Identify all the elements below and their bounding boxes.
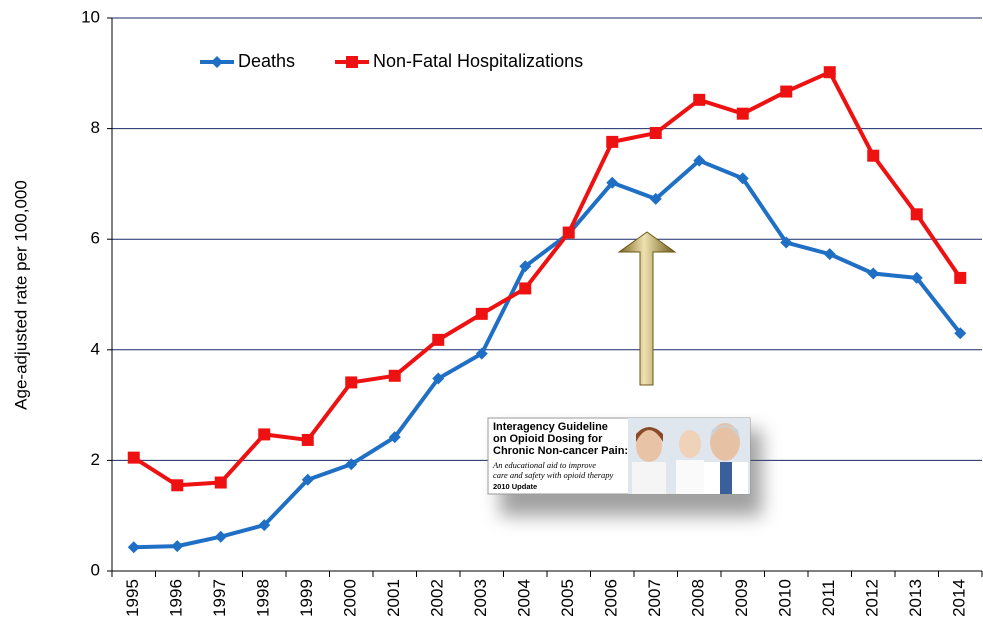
data-point [346, 56, 358, 68]
data-point [910, 271, 923, 284]
data-point [171, 479, 184, 492]
data-point [649, 127, 662, 140]
data-point [211, 56, 223, 68]
data-point [649, 192, 662, 205]
y-tick-label: 4 [91, 339, 100, 358]
data-point [345, 376, 358, 389]
x-tick-label: 2003 [471, 579, 490, 617]
data-point [127, 541, 140, 554]
data-point [823, 66, 836, 79]
inset-title: Chronic Non-cancer Pain: [493, 445, 628, 457]
data-point [345, 458, 358, 471]
inset-subtitle: An educational aid to improve [492, 460, 596, 470]
data-point [519, 260, 532, 273]
x-tick-label: 1999 [297, 579, 316, 617]
data-point [214, 476, 227, 489]
data-point [432, 372, 445, 385]
x-tick-label: 2011 [819, 580, 838, 617]
data-point [301, 473, 314, 486]
data-point [606, 135, 619, 148]
x-tick-label: 2001 [384, 579, 403, 617]
data-point [954, 271, 967, 284]
x-tick-label: 2012 [863, 579, 882, 617]
y-tick-label: 10 [81, 7, 100, 26]
data-point [519, 282, 532, 295]
data-point [780, 85, 793, 98]
data-point [867, 149, 880, 162]
x-tick-label: 2006 [602, 579, 621, 617]
data-point [214, 530, 227, 543]
data-point [171, 540, 184, 553]
inset-subtitle: care and safety with opioid therapy [493, 470, 614, 480]
data-point [823, 248, 836, 261]
x-tick-label: 1995 [123, 579, 142, 617]
x-tick-label: 2005 [558, 579, 577, 617]
data-point [693, 154, 706, 167]
y-axis-label: Age-adjusted rate per 100,000 [11, 180, 30, 410]
y-tick-label: 2 [91, 450, 100, 469]
photo-coat [632, 462, 666, 494]
x-tick-label: 2004 [515, 579, 534, 617]
x-tick-label: 2013 [906, 579, 925, 617]
photo-person [710, 423, 740, 461]
data-point [388, 369, 401, 382]
x-tick-label: 1996 [167, 579, 186, 617]
data-point [780, 236, 793, 249]
data-point [693, 93, 706, 106]
data-line [133, 158, 962, 550]
x-tick-label: 2007 [645, 579, 664, 617]
data-point [736, 107, 749, 120]
photo-person [636, 430, 662, 462]
arrow [617, 231, 677, 386]
data-point [301, 433, 314, 446]
legend-label: Non-Fatal Hospitalizations [373, 51, 583, 71]
inset-title: Interagency Guideline [493, 421, 608, 433]
data-point [475, 347, 488, 360]
data-point [867, 267, 880, 280]
photo-hair [636, 427, 663, 442]
data-line [132, 70, 962, 488]
data-point [127, 451, 140, 464]
x-tick-label: 1998 [254, 579, 273, 617]
inset-title: on Opioid Dosing for [493, 433, 603, 445]
data-point [258, 519, 271, 532]
y-tick-label: 0 [91, 560, 100, 579]
x-tick-label: 1997 [210, 579, 229, 617]
y-tick-label: 6 [91, 229, 100, 248]
photo-hair [710, 425, 740, 440]
plot-area: 0 2 4 6 8 10 1995 1996 1997 1998 1999 2000 2001 2002 2… [81, 7, 983, 617]
data-point [606, 176, 619, 189]
legend-label: Deaths [238, 51, 295, 71]
x-tick-label: 2010 [776, 579, 795, 617]
data-point [562, 226, 575, 239]
data-point [432, 333, 445, 346]
x-tick-label: 2000 [341, 579, 360, 617]
data-point [388, 431, 401, 444]
x-tick-label: 2008 [689, 579, 708, 617]
x-tick-label: 2009 [732, 579, 751, 617]
data-point [910, 208, 923, 221]
photo-tie [720, 462, 732, 494]
inset-note: 2010 Update [493, 482, 537, 491]
x-tick-label: 2014 [950, 579, 969, 617]
data-point [736, 172, 749, 185]
photo-coat [676, 460, 704, 494]
data-point [258, 428, 271, 441]
data-point [475, 307, 488, 320]
photo-person [679, 430, 701, 458]
y-tick-label: 8 [91, 118, 100, 137]
x-tick-label: 2002 [428, 579, 447, 617]
data-point [954, 327, 967, 340]
